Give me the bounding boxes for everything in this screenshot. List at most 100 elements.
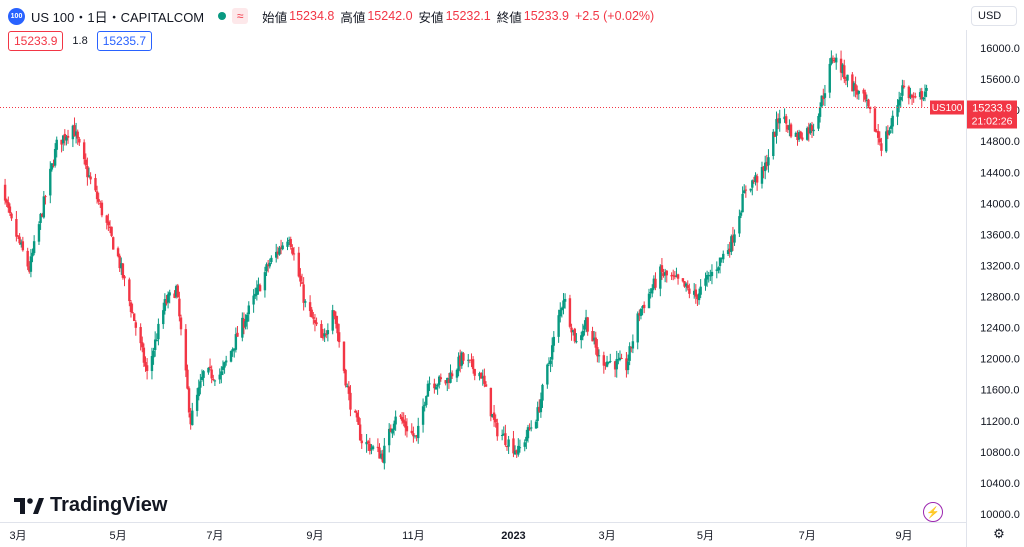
candle-body — [245, 314, 249, 322]
candle-body — [502, 433, 505, 436]
candle-body — [84, 159, 87, 166]
candle-body — [281, 245, 284, 250]
candle-body — [873, 108, 877, 132]
candle-body — [286, 241, 289, 247]
currency-selector[interactable]: USD — [971, 6, 1017, 26]
gear-icon[interactable]: ⚙ — [993, 526, 1005, 541]
candle-body — [383, 445, 386, 464]
candle-body — [864, 92, 867, 100]
candle-body — [828, 63, 831, 93]
candle-body — [797, 132, 801, 140]
candle-body — [313, 320, 317, 323]
candle-body — [399, 415, 402, 417]
open-label: 始値 — [262, 10, 288, 25]
candle-body — [349, 392, 352, 410]
candle-body — [37, 224, 41, 242]
close-value: 15233.9 — [523, 9, 569, 23]
candle-body — [163, 299, 167, 311]
candle-body — [73, 125, 76, 137]
candle-body — [846, 74, 849, 81]
candle-body — [105, 215, 108, 223]
candle-body — [801, 137, 804, 140]
candle-body — [675, 275, 678, 277]
candle-body — [557, 315, 560, 337]
candle-body — [720, 257, 723, 259]
sell-button[interactable]: 15233.9 — [8, 31, 64, 51]
candle-body — [549, 360, 552, 365]
candle-body — [789, 124, 793, 137]
candle-body — [247, 305, 250, 315]
candle-body — [805, 128, 809, 140]
candle-body — [131, 312, 134, 314]
candle-body — [63, 133, 67, 140]
candle-body — [337, 332, 341, 343]
symbol-logo-icon[interactable]: 100 — [8, 7, 25, 25]
candle-body — [597, 355, 601, 357]
price-tick-label: 12400.0 — [980, 323, 1020, 335]
candle-body — [242, 318, 246, 328]
market-open-icon[interactable] — [218, 12, 227, 20]
buy-button[interactable]: 15235.7 — [96, 31, 153, 51]
candle-body — [852, 83, 856, 91]
time-tick-label: 9月 — [895, 530, 912, 542]
time-axis[interactable]: 3月 5月 7月 9月 11月 2023 3月 5月 7月 9月 — [9, 530, 912, 542]
candle-body — [325, 334, 328, 336]
candle-body — [626, 361, 630, 371]
candle-body — [421, 406, 425, 425]
candle-body — [899, 96, 902, 101]
time-tick-label: 5月 — [109, 530, 126, 542]
candle-body — [494, 419, 497, 423]
candle-body — [315, 322, 318, 325]
candle-body — [342, 341, 346, 371]
candle-body — [199, 381, 202, 388]
candle-body — [423, 404, 426, 406]
candle-body — [321, 337, 325, 339]
candle-body — [536, 407, 539, 421]
candle-body — [670, 275, 673, 277]
candle-body — [439, 377, 443, 380]
candle-body — [741, 193, 744, 213]
candle-body — [153, 339, 157, 351]
candle-body — [18, 236, 21, 244]
candle-body — [210, 369, 213, 379]
candle-body — [174, 286, 178, 297]
candle-body — [413, 435, 417, 437]
candle-body — [925, 87, 928, 91]
wave-icon[interactable]: ≈ — [232, 8, 249, 24]
candle-body — [389, 428, 392, 433]
candle-body — [909, 94, 912, 98]
candle-body — [229, 350, 233, 362]
price-tick-label: 14800.0 — [980, 136, 1020, 148]
candle-body — [132, 313, 136, 322]
candle-body — [705, 274, 709, 280]
candle-body — [659, 266, 662, 289]
candle-body — [266, 264, 270, 267]
candle-body — [145, 365, 149, 371]
candle-body — [478, 373, 481, 377]
candle-body — [376, 446, 380, 448]
tradingview-logo[interactable]: TradingView — [14, 494, 167, 517]
candle-body — [912, 96, 915, 98]
candle-body — [880, 143, 883, 151]
candle-body — [21, 241, 25, 251]
candle-body — [546, 364, 549, 385]
candle-body — [783, 116, 786, 120]
lightning-icon[interactable]: ⚡ — [923, 502, 943, 522]
candle-body — [297, 252, 301, 277]
candle-body — [571, 330, 575, 332]
candle-body — [471, 359, 475, 370]
candle-body — [818, 107, 822, 117]
candle-body — [764, 162, 767, 172]
candle-body — [326, 330, 330, 335]
candle-body — [287, 240, 291, 242]
candle-body — [534, 421, 538, 429]
candle-body — [681, 278, 685, 282]
candle-body — [304, 301, 307, 303]
candle-body — [120, 263, 123, 269]
candle-body — [586, 317, 589, 332]
candle-body — [7, 202, 10, 208]
candle-body — [347, 386, 351, 394]
symbol-title[interactable]: US 100・1日・CAPITALCOM — [31, 9, 205, 25]
candle-body — [672, 274, 675, 276]
